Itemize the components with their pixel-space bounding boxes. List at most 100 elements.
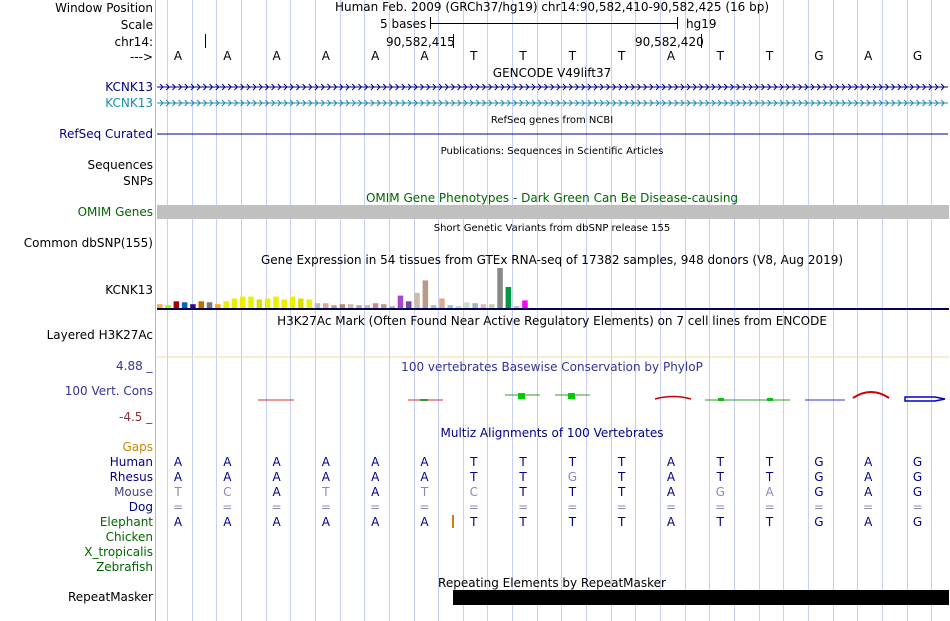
- strand-chevron: [705, 99, 710, 107]
- alignment-base: =: [813, 500, 824, 514]
- alignment-base: A: [223, 470, 232, 484]
- alignment-base: =: [419, 500, 430, 514]
- conservation-track-label[interactable]: 100 Vert. Cons: [64, 384, 153, 398]
- strand-chevron: [302, 83, 307, 91]
- alignment-base: A: [420, 455, 429, 469]
- alignment-base: T: [519, 470, 527, 484]
- gtex-tissue-bar: [331, 305, 337, 308]
- species-label-chicken[interactable]: Chicken: [105, 530, 153, 544]
- guide-line: [685, 0, 686, 621]
- reference-base: T: [765, 49, 774, 63]
- alignment-base: A: [371, 455, 380, 469]
- strand-chevron: [736, 83, 741, 91]
- gencode-gene-label-1[interactable]: KCNK13: [105, 80, 153, 94]
- strand-chevron: [345, 83, 350, 91]
- guide-line: [340, 0, 341, 621]
- strand-chevron: [327, 83, 332, 91]
- strand-chevron: [308, 83, 313, 91]
- publications-track-label[interactable]: Sequences: [87, 158, 153, 172]
- repeatmasker-block: [453, 590, 949, 605]
- strand-chevron: [562, 99, 567, 107]
- strand-chevron: [500, 99, 505, 107]
- strand-chevron: [847, 99, 852, 107]
- strand-chevron: [426, 83, 431, 91]
- strand-chevron: [277, 99, 282, 107]
- strand-chevron: [587, 83, 592, 91]
- strand-chevron: [277, 83, 282, 91]
- strand-chevron: [413, 99, 418, 107]
- strand-chevron: [556, 83, 561, 91]
- strand-chevron: [246, 99, 251, 107]
- scale-label: Scale: [120, 18, 153, 32]
- species-label-rhesus[interactable]: Rhesus: [109, 470, 153, 484]
- window-position-label: Window Position: [55, 1, 153, 15]
- species-label-mouse[interactable]: Mouse: [114, 485, 153, 499]
- strand-chevron: [314, 99, 319, 107]
- strand-chevron: [810, 99, 815, 107]
- strand-chevron: [457, 99, 462, 107]
- strand-chevron: [339, 83, 344, 91]
- strand-chevron: [599, 83, 604, 91]
- gtex-tissue-bar: [281, 299, 287, 308]
- strand-chevron: [401, 83, 406, 91]
- strand-chevron: [717, 99, 722, 107]
- strand-chevron: [928, 83, 933, 91]
- guide-line: [290, 0, 291, 621]
- gtex-tissue-bar: [215, 304, 221, 308]
- strand-chevron: [407, 83, 412, 91]
- gtex-tissue-bar: [364, 305, 370, 308]
- strand-chevron: [909, 99, 914, 107]
- strand-chevron: [190, 99, 195, 107]
- guide-line: [315, 0, 316, 621]
- guide-line: [266, 0, 267, 621]
- strand-chevron: [909, 83, 914, 91]
- snps-label[interactable]: SNPs: [123, 174, 153, 188]
- strand-chevron: [327, 99, 332, 107]
- strand-chevron: [798, 83, 803, 91]
- strand-chevron: [761, 99, 766, 107]
- strand-chevron: [661, 99, 666, 107]
- strand-chevron: [699, 99, 704, 107]
- strand-chevron: [494, 99, 499, 107]
- gencode-gene-label-2[interactable]: KCNK13: [105, 96, 153, 110]
- strand-chevron: [891, 99, 896, 107]
- h3k27ac-track-label[interactable]: Layered H3K27Ac: [46, 328, 153, 342]
- repeatmasker-track-label[interactable]: RepeatMasker: [67, 590, 153, 604]
- strand-chevron: [916, 83, 921, 91]
- species-label-x_tropicalis[interactable]: X_tropicalis: [84, 545, 153, 559]
- dbsnp-track-title: Short Genetic Variants from dbSNP releas…: [433, 223, 671, 234]
- strand-chevron: [860, 99, 865, 107]
- strand-chevron: [172, 83, 177, 91]
- strand-chevron: [792, 83, 797, 91]
- strand-chevron: [308, 99, 313, 107]
- gtex-tissue-bar: [356, 305, 362, 308]
- gtex-tissue-bar: [323, 303, 329, 308]
- gtex-track-label[interactable]: KCNK13: [105, 283, 153, 297]
- species-label-zebrafish[interactable]: Zebrafish: [96, 560, 153, 574]
- strand-chevron: [537, 83, 542, 91]
- refseq-track-label[interactable]: RefSeq Curated: [59, 127, 153, 141]
- dbsnp-track-label[interactable]: Common dbSNP(155): [23, 236, 153, 250]
- strand-chevron: [364, 99, 369, 107]
- guide-line: [561, 0, 562, 621]
- alignment-base: =: [863, 500, 874, 514]
- alignment-base: T: [470, 515, 478, 529]
- strand-chevron: [903, 99, 908, 107]
- species-label-elephant[interactable]: Elephant: [99, 515, 153, 529]
- strand-chevron: [271, 83, 276, 91]
- alignment-base: T: [470, 470, 478, 484]
- cons-mark: [518, 393, 525, 399]
- omim-track-label[interactable]: OMIM Genes: [77, 205, 153, 219]
- species-label-human[interactable]: Human: [109, 455, 153, 469]
- gtex-tissue-bar: [480, 304, 487, 308]
- species-label-dog[interactable]: Dog: [128, 500, 153, 514]
- strand-chevron: [196, 83, 201, 91]
- strand-chevron: [333, 99, 338, 107]
- gaps-label[interactable]: Gaps: [122, 440, 153, 454]
- alignment-base: =: [764, 500, 775, 514]
- strand-chevron: [891, 83, 896, 91]
- strand-chevron: [736, 99, 741, 107]
- strand-chevron: [531, 99, 536, 107]
- strand-chevron: [593, 83, 598, 91]
